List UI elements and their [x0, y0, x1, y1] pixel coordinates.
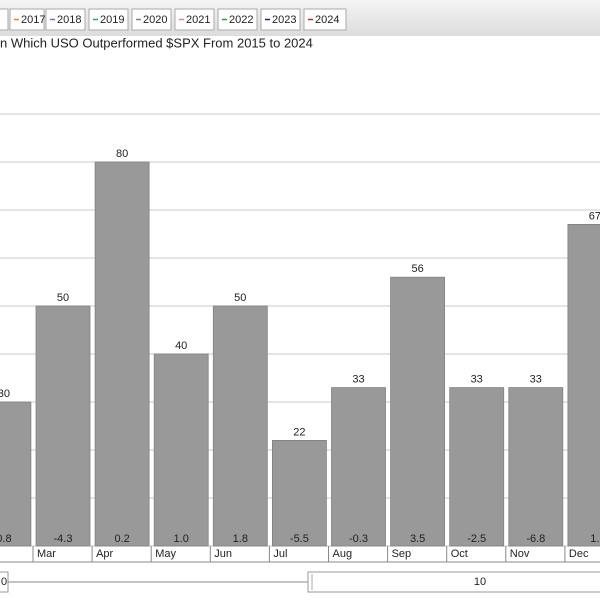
toolbar-button[interactable]: [9, 8, 45, 31]
bottom-label: -2.5: [467, 533, 486, 545]
value-label: 30: [0, 388, 10, 400]
x-tick-label: Mar: [37, 548, 56, 560]
legend-label: 2020: [143, 14, 167, 26]
value-label: 33: [352, 374, 364, 386]
x-tick-label: Apr: [96, 548, 113, 560]
toolbar-button[interactable]: [174, 8, 215, 31]
toolbar-button[interactable]: [88, 8, 129, 31]
toolbar-button[interactable]: [303, 8, 347, 31]
bar: [212, 305, 268, 547]
legend-label: 2022: [229, 14, 253, 26]
toolbar-button[interactable]: [260, 8, 301, 31]
toolbar-button[interactable]: [131, 8, 172, 31]
slider-handle[interactable]: [307, 571, 600, 593]
legend-label: 2023: [272, 14, 296, 26]
legend-label: 2019: [100, 14, 124, 26]
bottom-label: 1.: [590, 533, 599, 545]
bottom-label: 0.8: [0, 533, 12, 545]
slider-start-label: 0: [1, 576, 7, 588]
value-label: 80: [116, 148, 128, 160]
x-tick-label: Dec: [569, 548, 589, 560]
bottom-label: 1.8: [233, 533, 248, 545]
x-tick-label: Jul: [273, 548, 287, 560]
bar: [35, 305, 91, 547]
value-label: 67: [589, 210, 600, 222]
value-label: 50: [234, 292, 246, 304]
legend-label: 2017: [21, 14, 45, 26]
legend-label: 2018: [57, 14, 81, 26]
bottom-label: 0.2: [114, 533, 129, 545]
bar: [331, 387, 386, 547]
toolbar-button[interactable]: [0, 8, 9, 31]
value-label: 50: [57, 292, 69, 304]
value-label: 40: [175, 340, 187, 352]
bar: [0, 401, 32, 547]
legend-label: 2021: [186, 14, 210, 26]
bar: [508, 387, 564, 547]
value-label: 33: [471, 374, 483, 386]
x-tick-label: Oct: [451, 548, 468, 560]
range-slider: 0 10: [0, 571, 600, 593]
chart-title: n Which USO Outperformed $SPX From 2015 …: [0, 35, 313, 50]
x-tick-label: Sep: [392, 548, 412, 560]
value-label: 56: [411, 263, 423, 275]
x-tick-label: Aug: [333, 548, 353, 560]
toolbar-button[interactable]: [217, 8, 258, 31]
bottom-label: -5.5: [290, 533, 309, 545]
x-tick-label: May: [155, 548, 176, 560]
x-tick-label: Jun: [214, 548, 232, 560]
toolbar-button[interactable]: [45, 8, 86, 31]
value-label: 33: [530, 374, 542, 386]
bar: [449, 387, 505, 547]
bottom-label: 1.0: [174, 533, 189, 545]
bottom-label: -6.8: [526, 533, 545, 545]
toolbar-buttons: 2017 2018 2019 2020 2021 2022 2023 2024: [9, 8, 347, 31]
bottom-label: 3.5: [410, 533, 425, 545]
bar: [567, 223, 600, 547]
bottom-label: -0.3: [349, 533, 368, 545]
legend-label: 2024: [315, 14, 339, 26]
value-label: 22: [293, 426, 305, 438]
slider-end-label: 10: [474, 576, 486, 588]
bar: [153, 353, 209, 547]
bar: [271, 439, 327, 547]
x-tick-label: Nov: [510, 548, 530, 560]
bottom-label: -4.3: [54, 533, 73, 545]
bar: [390, 276, 446, 547]
bar: [94, 161, 150, 547]
